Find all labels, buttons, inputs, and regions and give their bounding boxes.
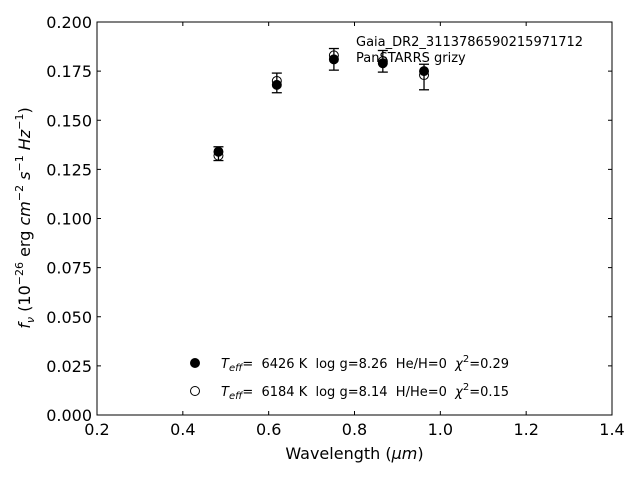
legend-marker-open [190, 386, 200, 396]
x-tick-label: 1.0 [428, 420, 453, 439]
y-tick-label: 0.050 [46, 308, 92, 327]
model-point-open [377, 56, 388, 67]
annotation-target-name: Gaia_DR2_3113786590215971712 [356, 35, 583, 50]
x-tick-label: 0.4 [170, 420, 195, 439]
plot-area [96, 21, 613, 416]
legend: Teff= 6426 K log g=8.26 He/H=0 χ2=0.29 T… [190, 354, 509, 402]
x-tick-label: 0.6 [256, 420, 281, 439]
y-tick-label: 0.000 [46, 406, 92, 425]
model-point-filled [271, 79, 282, 90]
y-tick-label: 0.100 [46, 210, 92, 229]
legend-entry-1: Teff= 6426 K log g=8.26 He/H=0 χ2=0.29 [221, 354, 509, 374]
y-tick-label: 0.125 [46, 160, 92, 179]
model-point-open [419, 70, 430, 81]
y-axis-ticks: 0.000 0.025 0.050 0.075 0.100 0.125 0.150 0.175… [46, 13, 612, 425]
y-tick-label: 0.075 [46, 259, 92, 278]
model-point-filled [213, 146, 224, 157]
y-axis-label: fν (10−26 erg cm−2 s−1 Hz−1) [13, 107, 37, 328]
legend-marker-filled [190, 358, 200, 368]
x-axis-ticks: 0.2 0.4 0.6 0.8 1.0 1.2 1.4 [84, 22, 625, 439]
model-point-filled [419, 66, 430, 77]
x-tick-label: 0.2 [84, 420, 109, 439]
model-point-open [328, 50, 339, 61]
model-point-filled [328, 54, 339, 65]
data-points [213, 50, 430, 161]
x-tick-label: 1.2 [513, 420, 538, 439]
annotation-survey-name: PanSTARRS grizy [356, 51, 466, 66]
legend-entry-2: Teff= 6184 K log g=8.14 H/He=0 χ2=0.15 [221, 382, 509, 402]
x-axis-label: Wavelength (μm) [285, 444, 423, 463]
y-tick-label: 0.025 [46, 357, 92, 376]
x-tick-label: 1.4 [599, 420, 624, 439]
y-tick-label: 0.200 [46, 13, 92, 32]
y-tick-label: 0.150 [46, 111, 92, 130]
x-tick-label: 0.8 [342, 420, 367, 439]
y-tick-label: 0.175 [46, 62, 92, 81]
model-point-open [213, 150, 224, 161]
model-point-open [271, 75, 282, 86]
